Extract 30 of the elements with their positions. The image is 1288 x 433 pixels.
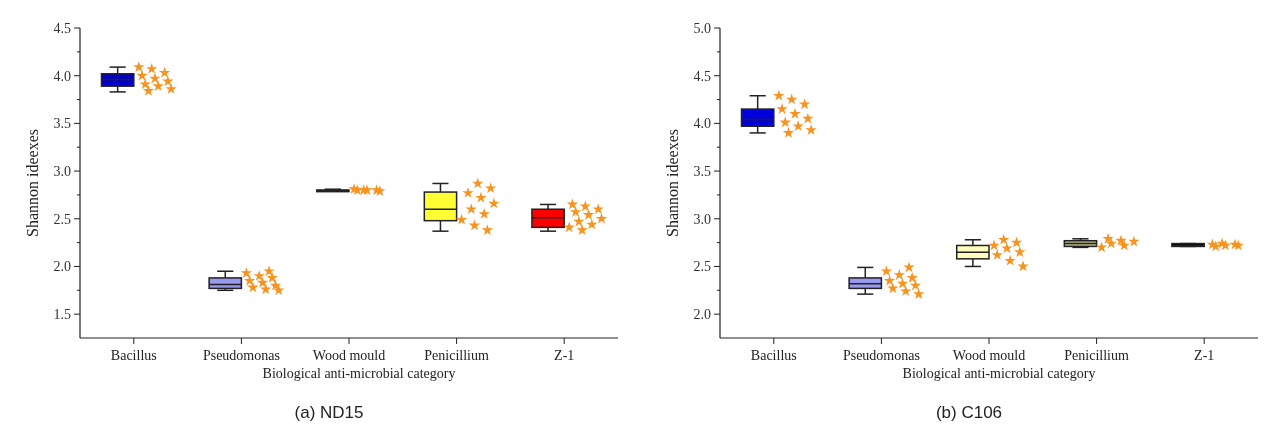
x-tick-label: Bacillus [750,348,797,363]
x-tick-label: Bacillus [110,348,157,363]
x-tick-label: Pseudomonas [842,348,920,363]
x-axis-title: Biological anti-microbial category [262,366,456,381]
y-tick-label: 4.0 [693,116,711,132]
y-tick-label: 2.5 [693,259,711,275]
y-tick-label: 3.5 [53,116,71,132]
y-tick-label: 2.0 [53,259,71,275]
y-tick-label: 3.5 [693,163,711,179]
x-tick-label: Penicillium [424,348,489,363]
x-tick-label: Z-1 [554,348,575,363]
x-tick-label: Pseudomonas [202,348,280,363]
x-axis-title: Biological anti-microbial category [902,366,1096,381]
y-axis-title: Shannon ideexes [664,129,681,237]
text: (a) ND15 [294,403,364,422]
y-tick-label: 4.5 [53,20,71,36]
y-tick-label: 3.0 [693,211,711,227]
y-tick-label: 2.0 [693,307,711,323]
y-axis-title: Shannon ideexes [24,129,41,237]
x-tick-label: Wood mould [952,348,1026,363]
x-tick-label: Penicillium [1064,348,1129,363]
y-tick-label: 5.0 [693,20,711,36]
x-tick-label: Z-1 [1194,348,1215,363]
y-tick-label: 3.0 [53,163,71,179]
text: (b) C106 [935,403,1003,422]
x-tick-label: Wood mould [312,348,386,363]
y-tick-label: 4.5 [693,68,711,84]
y-tick-label: 4.0 [53,68,71,84]
y-tick-label: 2.5 [53,211,71,227]
y-tick-label: 1.5 [53,307,71,323]
